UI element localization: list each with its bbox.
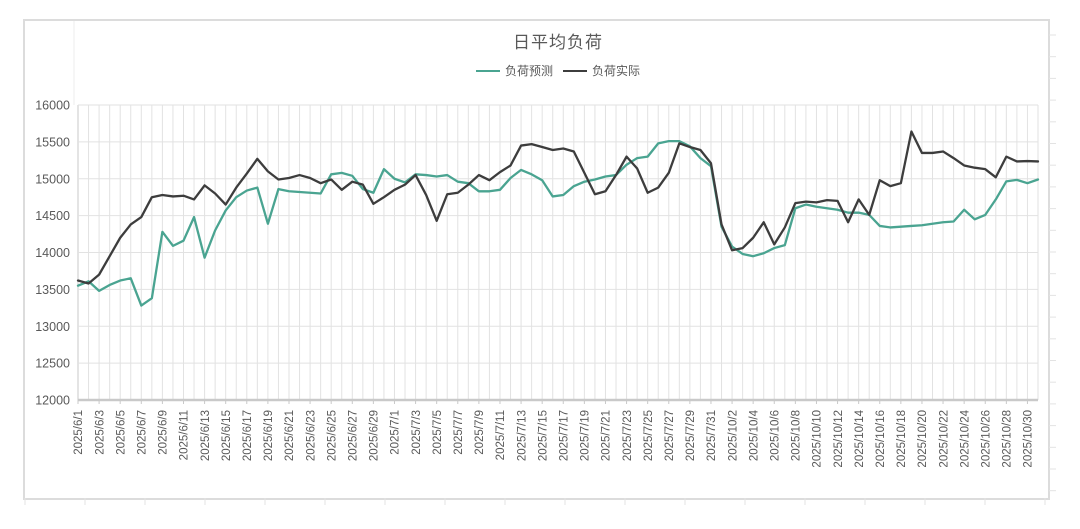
x-tick-label: 2025/7/17 [558, 410, 570, 461]
x-tick-label: 2025/6/5 [115, 410, 127, 455]
x-tick-label: 2025/7/21 [601, 410, 613, 461]
spreadsheet-gridline-stubs [24, 21, 1056, 505]
x-tick-label: 2025/10/26 [980, 410, 992, 468]
x-tick-label: 2025/7/29 [685, 410, 697, 461]
x-tick-label: 2025/6/27 [347, 410, 359, 461]
x-tick-label: 2025/6/13 [200, 410, 212, 461]
x-tick-label: 2025/7/3 [411, 410, 423, 455]
x-tick-label: 2025/6/25 [326, 410, 338, 461]
y-tick-label: 15000 [35, 172, 70, 186]
x-tick-label: 2025/6/23 [305, 410, 317, 461]
x-tick-label: 2025/6/7 [137, 410, 149, 455]
y-tick-label: 16000 [35, 99, 70, 113]
x-tick-label: 2025/7/13 [516, 410, 528, 461]
x-tick-label: 2025/7/23 [622, 410, 634, 461]
chart-title: 日平均负荷 [513, 33, 603, 52]
x-tick-label: 2025/10/10 [812, 410, 824, 468]
y-tick-label: 12500 [35, 357, 70, 371]
x-tick-label: 2025/10/4 [748, 409, 760, 461]
x-tick-label: 2025/7/27 [664, 410, 676, 461]
x-tick-label: 2025/10/2 [727, 410, 739, 461]
legend-swatch-actual-icon [563, 69, 587, 72]
x-tick-label: 2025/7/5 [432, 410, 444, 455]
series-line-actual [76, 130, 1040, 285]
y-tick-label: 14000 [35, 246, 70, 260]
legend: 负荷预测 负荷实际 [0, 62, 1080, 79]
x-tick-label: 2025/10/14 [854, 409, 866, 467]
series-line-forecast [76, 139, 1040, 307]
x-axis-ticks [77, 400, 1028, 404]
y-axis-labels: 12000 12500 13000 13500 14000 14500 15000 15500… [35, 99, 70, 408]
x-tick-label: 2025/6/11 [179, 410, 191, 460]
x-tick-label: 2025/6/21 [284, 410, 296, 461]
x-tick-label: 2025/6/1 [73, 410, 85, 455]
y-tick-label: 12000 [35, 394, 70, 408]
x-tick-label: 2025/10/8 [791, 410, 803, 461]
x-tick-label: 2025/6/17 [242, 410, 254, 461]
x-tick-label: 2025/10/30 [1023, 410, 1035, 468]
y-tick-label: 13000 [35, 320, 70, 334]
x-tick-label: 2025/6/9 [158, 410, 170, 455]
legend-item-forecast[interactable]: 负荷预测 [475, 62, 553, 79]
x-tick-label: 2025/6/19 [263, 410, 275, 461]
legend-item-actual[interactable]: 负荷实际 [563, 62, 640, 79]
x-tick-label: 2025/10/28 [1002, 410, 1014, 468]
x-tick-label: 2025/7/15 [537, 410, 549, 461]
x-tick-label: 2025/7/19 [580, 410, 592, 461]
x-tick-label: 2025/10/6 [769, 410, 781, 461]
x-tick-label: 2025/6/29 [369, 410, 381, 461]
x-tick-label: 2025/10/24 [959, 409, 971, 467]
x-tick-label: 2025/7/25 [643, 410, 655, 461]
x-tick-label: 2025/10/18 [896, 410, 908, 468]
x-tick-label: 2025/7/7 [453, 410, 465, 455]
x-tick-label: 2025/10/22 [938, 410, 950, 468]
legend-label-forecast: 负荷预测 [504, 64, 553, 78]
x-tick-label: 2025/7/9 [474, 410, 486, 455]
y-tick-label: 15500 [35, 135, 70, 149]
x-tick-label: 2025/7/31 [706, 410, 718, 461]
y-tick-label: 14500 [35, 209, 70, 223]
x-tick-label: 2025/6/15 [221, 410, 233, 461]
y-tick-label: 13500 [35, 283, 70, 297]
horizontal-gridlines [78, 104, 1038, 402]
x-tick-label: 2025/10/16 [875, 410, 887, 468]
legend-label-actual: 负荷实际 [592, 64, 641, 78]
x-tick-label: 2025/10/12 [833, 410, 845, 468]
x-tick-label: 2025/6/3 [94, 410, 106, 455]
x-tick-label: 2025/10/20 [917, 410, 929, 468]
x-axis-labels: 2025/6/1 2025/6/3 2025/6/5 2025/6/7 2025/6/9… [73, 409, 1034, 467]
x-tick-label: 2025/7/11 [495, 410, 507, 460]
x-tick-label: 2025/7/1 [390, 410, 402, 455]
legend-swatch-forecast-icon [475, 69, 500, 72]
